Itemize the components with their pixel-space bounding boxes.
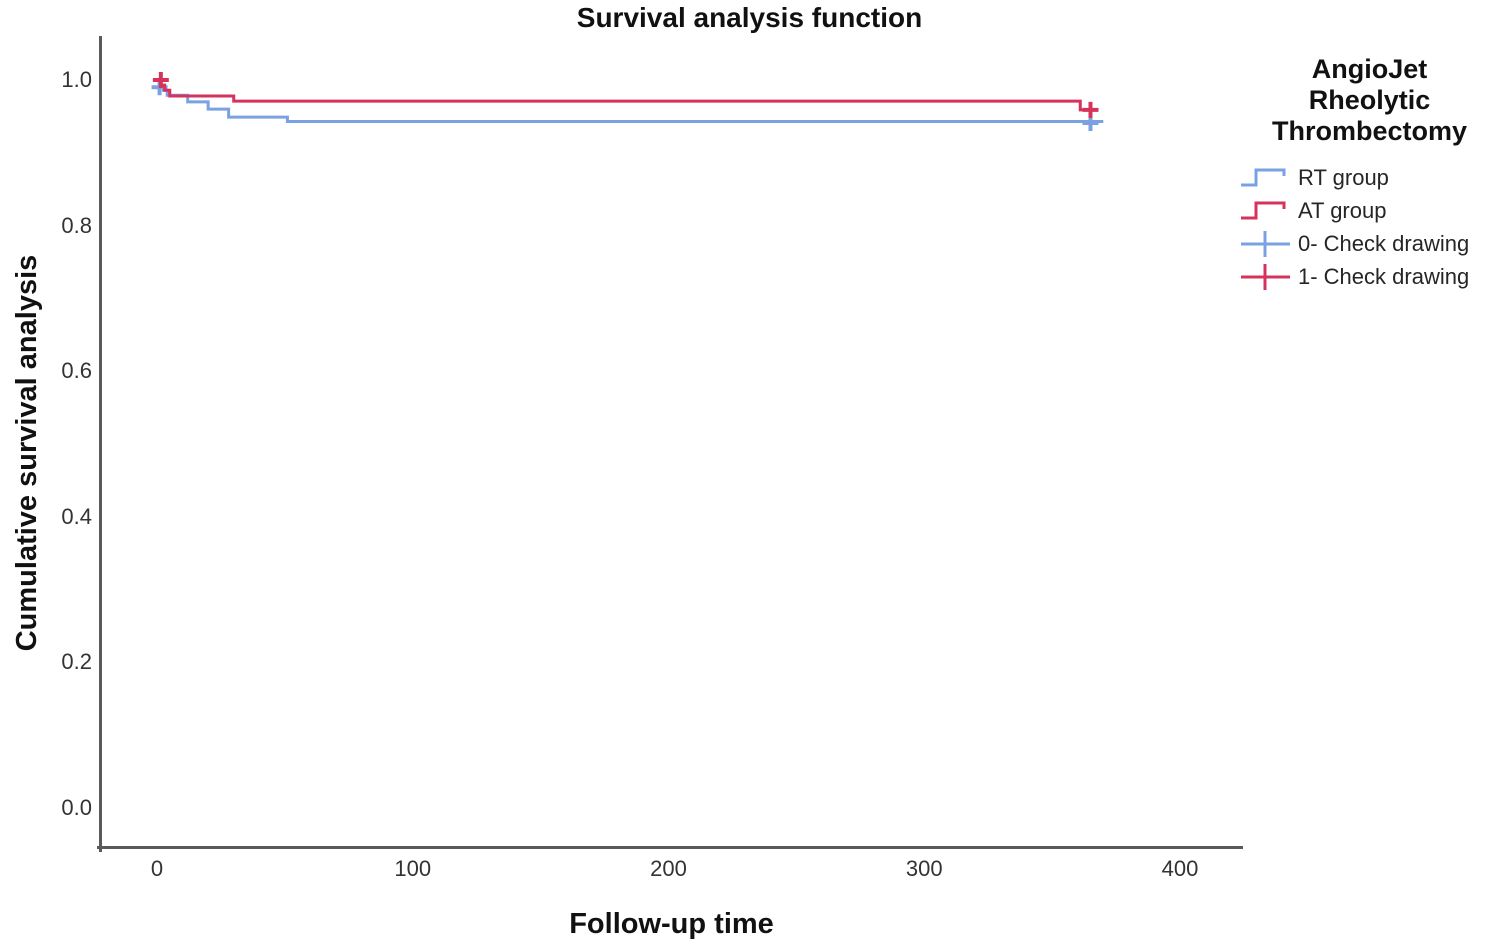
y-tick-label: 0.0 (61, 795, 92, 820)
legend-step-icon (1241, 201, 1286, 219)
y-tick-label: 0.8 (61, 212, 92, 238)
at-group-curve (157, 78, 1094, 112)
legend-censor-glyph (1241, 263, 1290, 290)
legend-item-label: AT group (1298, 197, 1387, 223)
legend-step-glyph (1241, 201, 1286, 219)
x-tick-label: 100 (394, 856, 432, 881)
legend-item-label: 1- Check drawing (1298, 263, 1470, 289)
x-tick-label: 400 (1161, 856, 1199, 881)
y-tick-label: 0.4 (61, 503, 92, 529)
legend: AngioJet Rheolytic Thrombectomy RT group… (1240, 54, 1499, 293)
legend-censor-icon (1241, 230, 1290, 257)
axis-spines (97, 36, 1243, 852)
legend-step-icon (1241, 168, 1286, 186)
y-tick-label: 0.6 (61, 358, 92, 384)
legend-item-1-check-drawing: 1- Check drawing (1240, 260, 1499, 293)
legend-title: AngioJet Rheolytic Thrombectomy (1240, 54, 1499, 147)
legend-item-at-group: AT group (1240, 194, 1499, 227)
legend-title-line-1: AngioJet (1311, 54, 1428, 84)
legend-censor-icon (1241, 263, 1290, 290)
legend-item-label: 0- Check drawing (1298, 230, 1470, 256)
legend-item-label: RT group (1298, 164, 1389, 190)
legend-item-list: RT group AT group 0- Check drawing 1- Check… (1240, 161, 1499, 293)
at-group-censor-mark (152, 72, 169, 88)
y-tick-label: 1.0 (61, 67, 92, 92)
chart-title: Survival analysis function (576, 2, 923, 33)
x-tick-label: 200 (650, 856, 687, 881)
x-axis-title: Follow-up time (569, 908, 774, 940)
x-tick-label: 300 (905, 856, 943, 881)
legend-title-line-3: Thrombectomy (1271, 116, 1468, 146)
legend-title-line-2: Rheolytic (1308, 85, 1431, 115)
x-tick-label: 0 (150, 856, 164, 881)
legend-censor-glyph (1241, 230, 1290, 257)
at-group-censor-mark (1082, 101, 1099, 118)
legend-item-0-check-drawing: 0- Check drawing (1240, 227, 1499, 260)
y-tick-label: 0.2 (61, 649, 92, 675)
legend-item-rt-group: RT group (1240, 161, 1499, 194)
legend-step-glyph (1241, 168, 1286, 186)
